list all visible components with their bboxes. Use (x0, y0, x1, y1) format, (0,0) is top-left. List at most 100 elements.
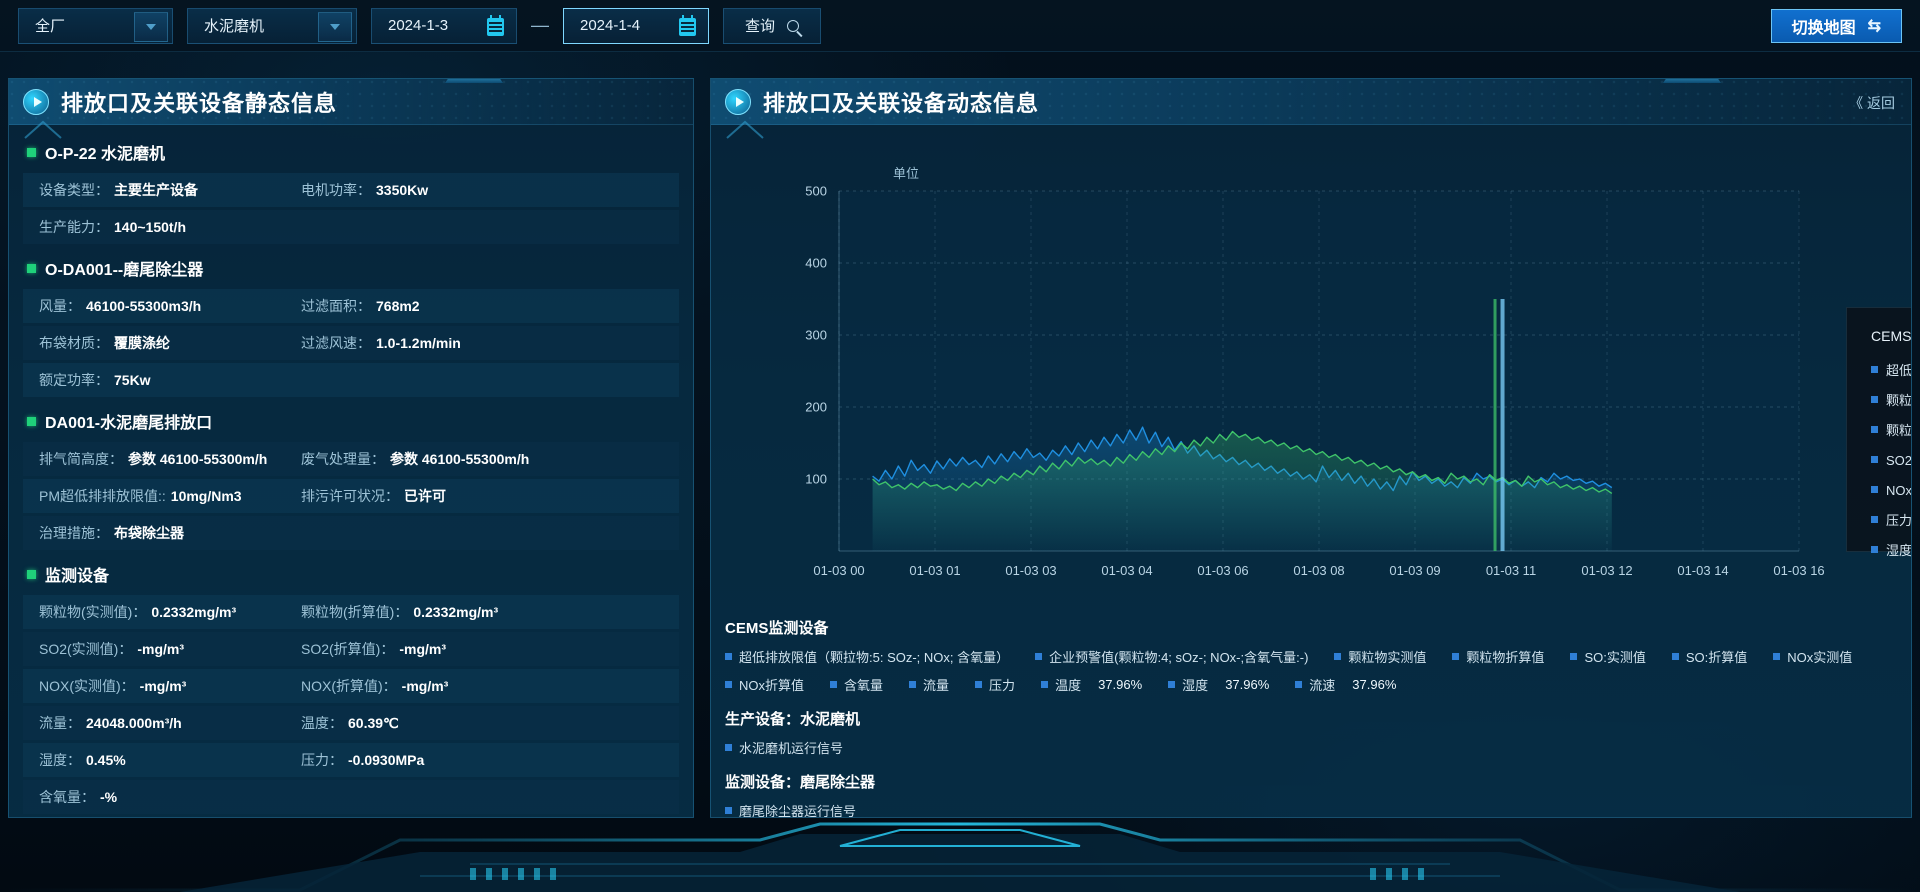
search-button-label: 查询 (744, 18, 775, 35)
legend-item[interactable]: 磨尾除尘器运行信号 (725, 801, 857, 818)
chart-legend: CEMS监测设备 超低排放限值（颗拉物:5: SOz-; NOx; 含氧量） 企业… (725, 617, 1900, 818)
info-label: 额定功率： (39, 372, 109, 388)
info-label: 生产能力： (39, 219, 109, 235)
info-label: 过滤面积： (301, 298, 371, 314)
info-cell: 湿度： 0.45% (39, 750, 301, 770)
info-cell: 生产能力： 140~150t/h (39, 217, 301, 237)
play-icon (725, 88, 751, 115)
legend-item-label: 水泥磨机运行信号 (739, 741, 844, 756)
legend-item-label: 磨尾除尘器运行信号 (739, 804, 857, 818)
legend-item[interactable]: NOx折算值 (725, 675, 804, 694)
legend-marker-icon (725, 681, 732, 688)
tooltip-item: 湿度: 0.49 (1871, 540, 1911, 559)
date-start-input[interactable]: 2024-1-3 (371, 7, 517, 44)
calendar-icon[interactable] (670, 12, 704, 42)
legend-item[interactable]: SO:实测值 (1570, 647, 1646, 666)
legend-item[interactable]: 水泥磨机运行信号 (725, 738, 843, 757)
legend-item[interactable]: 压力 (975, 675, 1015, 694)
info-value: 0.2332mg/m³ (151, 604, 237, 620)
x-axis-tick: 01-03 08 (1293, 563, 1345, 578)
legend-item[interactable]: 流量 (909, 675, 949, 694)
legend-item-label: 颗粒物折算值 (1466, 650, 1545, 665)
info-value: -% (100, 789, 118, 805)
info-value: 768m2 (376, 298, 420, 314)
info-label: 颗粒物(折算值)： (301, 604, 409, 620)
chart-svg (838, 190, 1800, 552)
info-value: 0.2332mg/m³ (413, 604, 499, 620)
info-row: PM超低排排放限值:: 10mg/Nm3 排污许可状况： 已许可 (23, 479, 679, 513)
info-value: 60.39℃ (348, 715, 399, 731)
dynamic-info-body: 单位 100 200 300 400 500 01-03 00 01-03 01 01-03… (711, 125, 1912, 818)
legend-marker-icon (1871, 486, 1878, 493)
info-label: 过滤风速： (301, 335, 371, 351)
legend-item[interactable]: NOx实测值 (1773, 647, 1852, 666)
tooltip-item: SO2实测值: SO2实测值: (1871, 450, 1911, 469)
info-row: 布袋材质： 覆膜涤纶 过滤风速： 1.0-1.2m/min (23, 326, 679, 360)
info-value: 3350Kw (376, 182, 429, 198)
back-button[interactable]: 《 返回 (1849, 95, 1895, 111)
info-label: NOX(折算值)： (301, 678, 397, 694)
chart-tooltip: CEMS监测设备 超低排放限值（颗拉物:5: SOz-; NOx; 含氧量）：1… (1846, 307, 1912, 558)
plant-select-value: 全厂 (35, 18, 66, 35)
info-cell: 过滤风速： 1.0-1.2m/min (301, 333, 461, 353)
info-label: PM超低排排放限值:: (39, 488, 166, 504)
legend-marker-icon (1168, 681, 1176, 688)
info-cell: 颗粒物(实测值)： 0.2332mg/m³ (39, 602, 301, 622)
legend-item-label: 温度 (1055, 678, 1082, 693)
bullet-square-icon (27, 147, 36, 157)
bullet-square-icon (27, 263, 36, 273)
group-header: DA001-水泥磨尾排放口 (23, 400, 679, 442)
info-label: 设备类型： (39, 182, 109, 198)
legend-item-value: 37.96% (1098, 677, 1143, 692)
legend-item[interactable]: 超低排放限值（颗拉物:5: SOz-; NOx; 含氧量） (725, 647, 1009, 666)
search-button[interactable]: 查询 (723, 7, 821, 44)
legend-marker-icon (1671, 653, 1679, 660)
header-nub-decor (1663, 79, 1721, 83)
tooltip-item-label: 压力: 0.07 (1886, 513, 1912, 528)
legend-item[interactable]: SO:折算值 (1671, 647, 1748, 666)
device-select[interactable]: 水泥磨机 (187, 7, 357, 44)
bullet-square-icon (27, 416, 36, 426)
calendar-icon[interactable] (478, 12, 512, 42)
tooltip-item-label: 颗粒物实测值: 0.1835 (1886, 393, 1912, 408)
info-label: 废气处理量： (301, 451, 385, 467)
info-value: 参数 46100-55300m/h (128, 451, 268, 467)
x-axis-tick: 01-03 03 (1005, 563, 1057, 578)
legend-item-label: SO:实测值 (1584, 650, 1646, 665)
date-start-value: 2024-1-3 (388, 17, 449, 34)
legend-item-label: SO:折算值 (1685, 650, 1748, 665)
legend-item-label: 颗粒物实测值 (1348, 650, 1427, 665)
x-axis-tick: 01-03 06 (1197, 563, 1249, 578)
legend-item[interactable]: 颗粒物折算值 (1452, 647, 1544, 666)
x-axis-tick: 01-03 04 (1101, 563, 1153, 578)
chevron-down-icon[interactable] (134, 11, 168, 42)
date-end-value: 2024-1-4 (580, 17, 641, 34)
plant-select[interactable]: 全厂 (18, 7, 173, 44)
legend-marker-icon (1570, 653, 1578, 660)
legend-item[interactable]: 企业预警值(颗粒物:4; sOz-; NOx-;含氧气量:-) (1035, 647, 1308, 666)
legend-item[interactable]: 湿度 37.96% (1168, 675, 1269, 694)
tooltip-item-label: NOx实测值: NOx实测值: (1886, 483, 1912, 498)
y-axis-tick: 500 (805, 183, 827, 199)
tooltip-item-label: 颗粒物折算值: 0.1835 (1886, 423, 1912, 438)
date-end-input[interactable]: 2024-1-4 (563, 7, 709, 44)
info-label: 风量： (39, 298, 81, 314)
group-header: O-DA001--磨尾除尘器 (23, 247, 679, 289)
tooltip-item: 颗粒物实测值: 0.1835 (1871, 390, 1912, 409)
legend-item[interactable]: 颗粒物实测值 (1334, 647, 1426, 666)
legend-item[interactable]: 含氧量 (830, 675, 883, 694)
info-label: 湿度： (39, 752, 81, 768)
chevron-down-icon[interactable] (318, 11, 352, 42)
info-cell: SO2(折算值)： -mg/m³ (301, 639, 446, 659)
legend-item[interactable]: 流速 37.96% (1295, 675, 1396, 694)
info-value: 已许可 (404, 488, 446, 504)
info-cell: 废气处理量： 参数 46100-55300m/h (301, 449, 529, 469)
info-value: -mg/m³ (137, 641, 185, 657)
info-cell: 排气简高度： 参数 46100-55300m/h (39, 449, 301, 469)
legend-item-label: 含氧量 (844, 678, 884, 693)
info-label: 颗粒物(实测值)： (39, 604, 147, 620)
info-row: 含氧量： -% (23, 780, 679, 814)
switch-map-button[interactable]: 切换地图 ⇆ (1770, 9, 1902, 43)
legend-item[interactable]: 温度 37.96% (1041, 675, 1142, 694)
info-label: 治理措施： (39, 525, 109, 541)
